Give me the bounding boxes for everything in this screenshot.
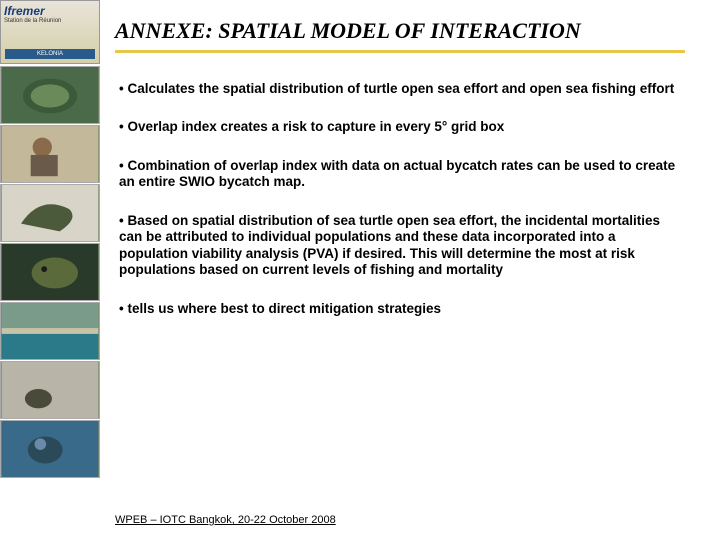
bullet-item: • Calculates the spatial distribution of… <box>115 81 685 97</box>
photo-lagoon <box>0 302 100 360</box>
logo-box: Ifremer Station de la Réunion KELONIA <box>0 0 100 64</box>
photo-sidebar: Ifremer Station de la Réunion KELONIA <box>0 0 110 540</box>
bullet-item: • tells us where best to direct mitigati… <box>115 301 685 317</box>
photo-hatchling <box>0 361 100 419</box>
bullet-item: • Combination of overlap index with data… <box>115 158 685 191</box>
main-content: ANNEXE: SPATIAL MODEL OF INTERACTION • C… <box>115 0 705 540</box>
photo-researcher <box>0 125 100 183</box>
logo-subtitle: Station de la Réunion <box>4 18 96 24</box>
footer-text: WPEB – IOTC Bangkok, 20-22 October 2008 <box>115 514 336 526</box>
title-underline <box>115 50 685 53</box>
photo-diver <box>0 420 100 478</box>
bullet-item: • Overlap index creates a risk to captur… <box>115 119 685 135</box>
photo-turtle-1 <box>0 66 100 124</box>
bullet-item: • Based on spatial distribution of sea t… <box>115 213 685 279</box>
photo-turtle-head <box>0 243 100 301</box>
logo-bar: KELONIA <box>5 49 95 59</box>
photo-turtle-flipper <box>0 184 100 242</box>
logo-brand: Ifremer <box>4 4 96 18</box>
slide-title: ANNEXE: SPATIAL MODEL OF INTERACTION <box>115 18 685 44</box>
